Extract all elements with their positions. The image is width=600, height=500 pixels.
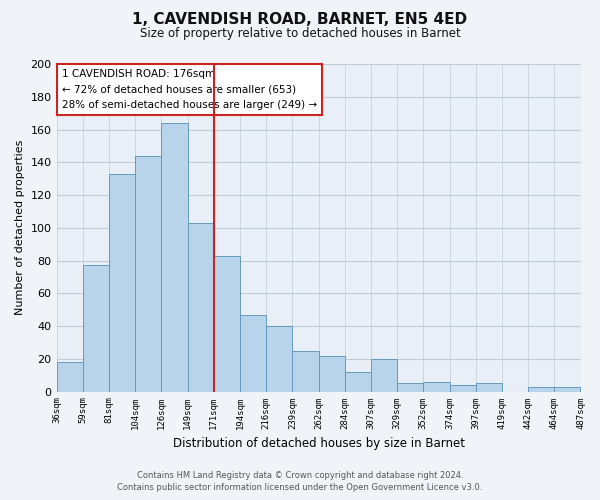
Bar xyxy=(240,314,266,392)
Bar xyxy=(161,123,188,392)
Bar xyxy=(554,386,580,392)
Bar xyxy=(135,156,161,392)
Bar xyxy=(528,386,554,392)
X-axis label: Distribution of detached houses by size in Barnet: Distribution of detached houses by size … xyxy=(173,437,464,450)
Y-axis label: Number of detached properties: Number of detached properties xyxy=(15,140,25,316)
Bar xyxy=(449,385,476,392)
Text: 1, CAVENDISH ROAD, BARNET, EN5 4ED: 1, CAVENDISH ROAD, BARNET, EN5 4ED xyxy=(133,12,467,28)
Bar xyxy=(345,372,371,392)
Bar xyxy=(266,326,292,392)
Bar xyxy=(319,356,345,392)
Bar xyxy=(56,362,83,392)
Bar xyxy=(424,382,449,392)
Bar xyxy=(188,223,214,392)
Bar xyxy=(109,174,135,392)
Bar xyxy=(83,266,109,392)
Bar xyxy=(397,384,424,392)
Text: 1 CAVENDISH ROAD: 176sqm
← 72% of detached houses are smaller (653)
28% of semi-: 1 CAVENDISH ROAD: 176sqm ← 72% of detach… xyxy=(62,69,317,110)
Bar xyxy=(292,350,319,392)
Text: Size of property relative to detached houses in Barnet: Size of property relative to detached ho… xyxy=(140,28,460,40)
Text: Contains HM Land Registry data © Crown copyright and database right 2024.
Contai: Contains HM Land Registry data © Crown c… xyxy=(118,471,482,492)
Bar xyxy=(214,256,240,392)
Bar xyxy=(371,359,397,392)
Bar xyxy=(476,384,502,392)
